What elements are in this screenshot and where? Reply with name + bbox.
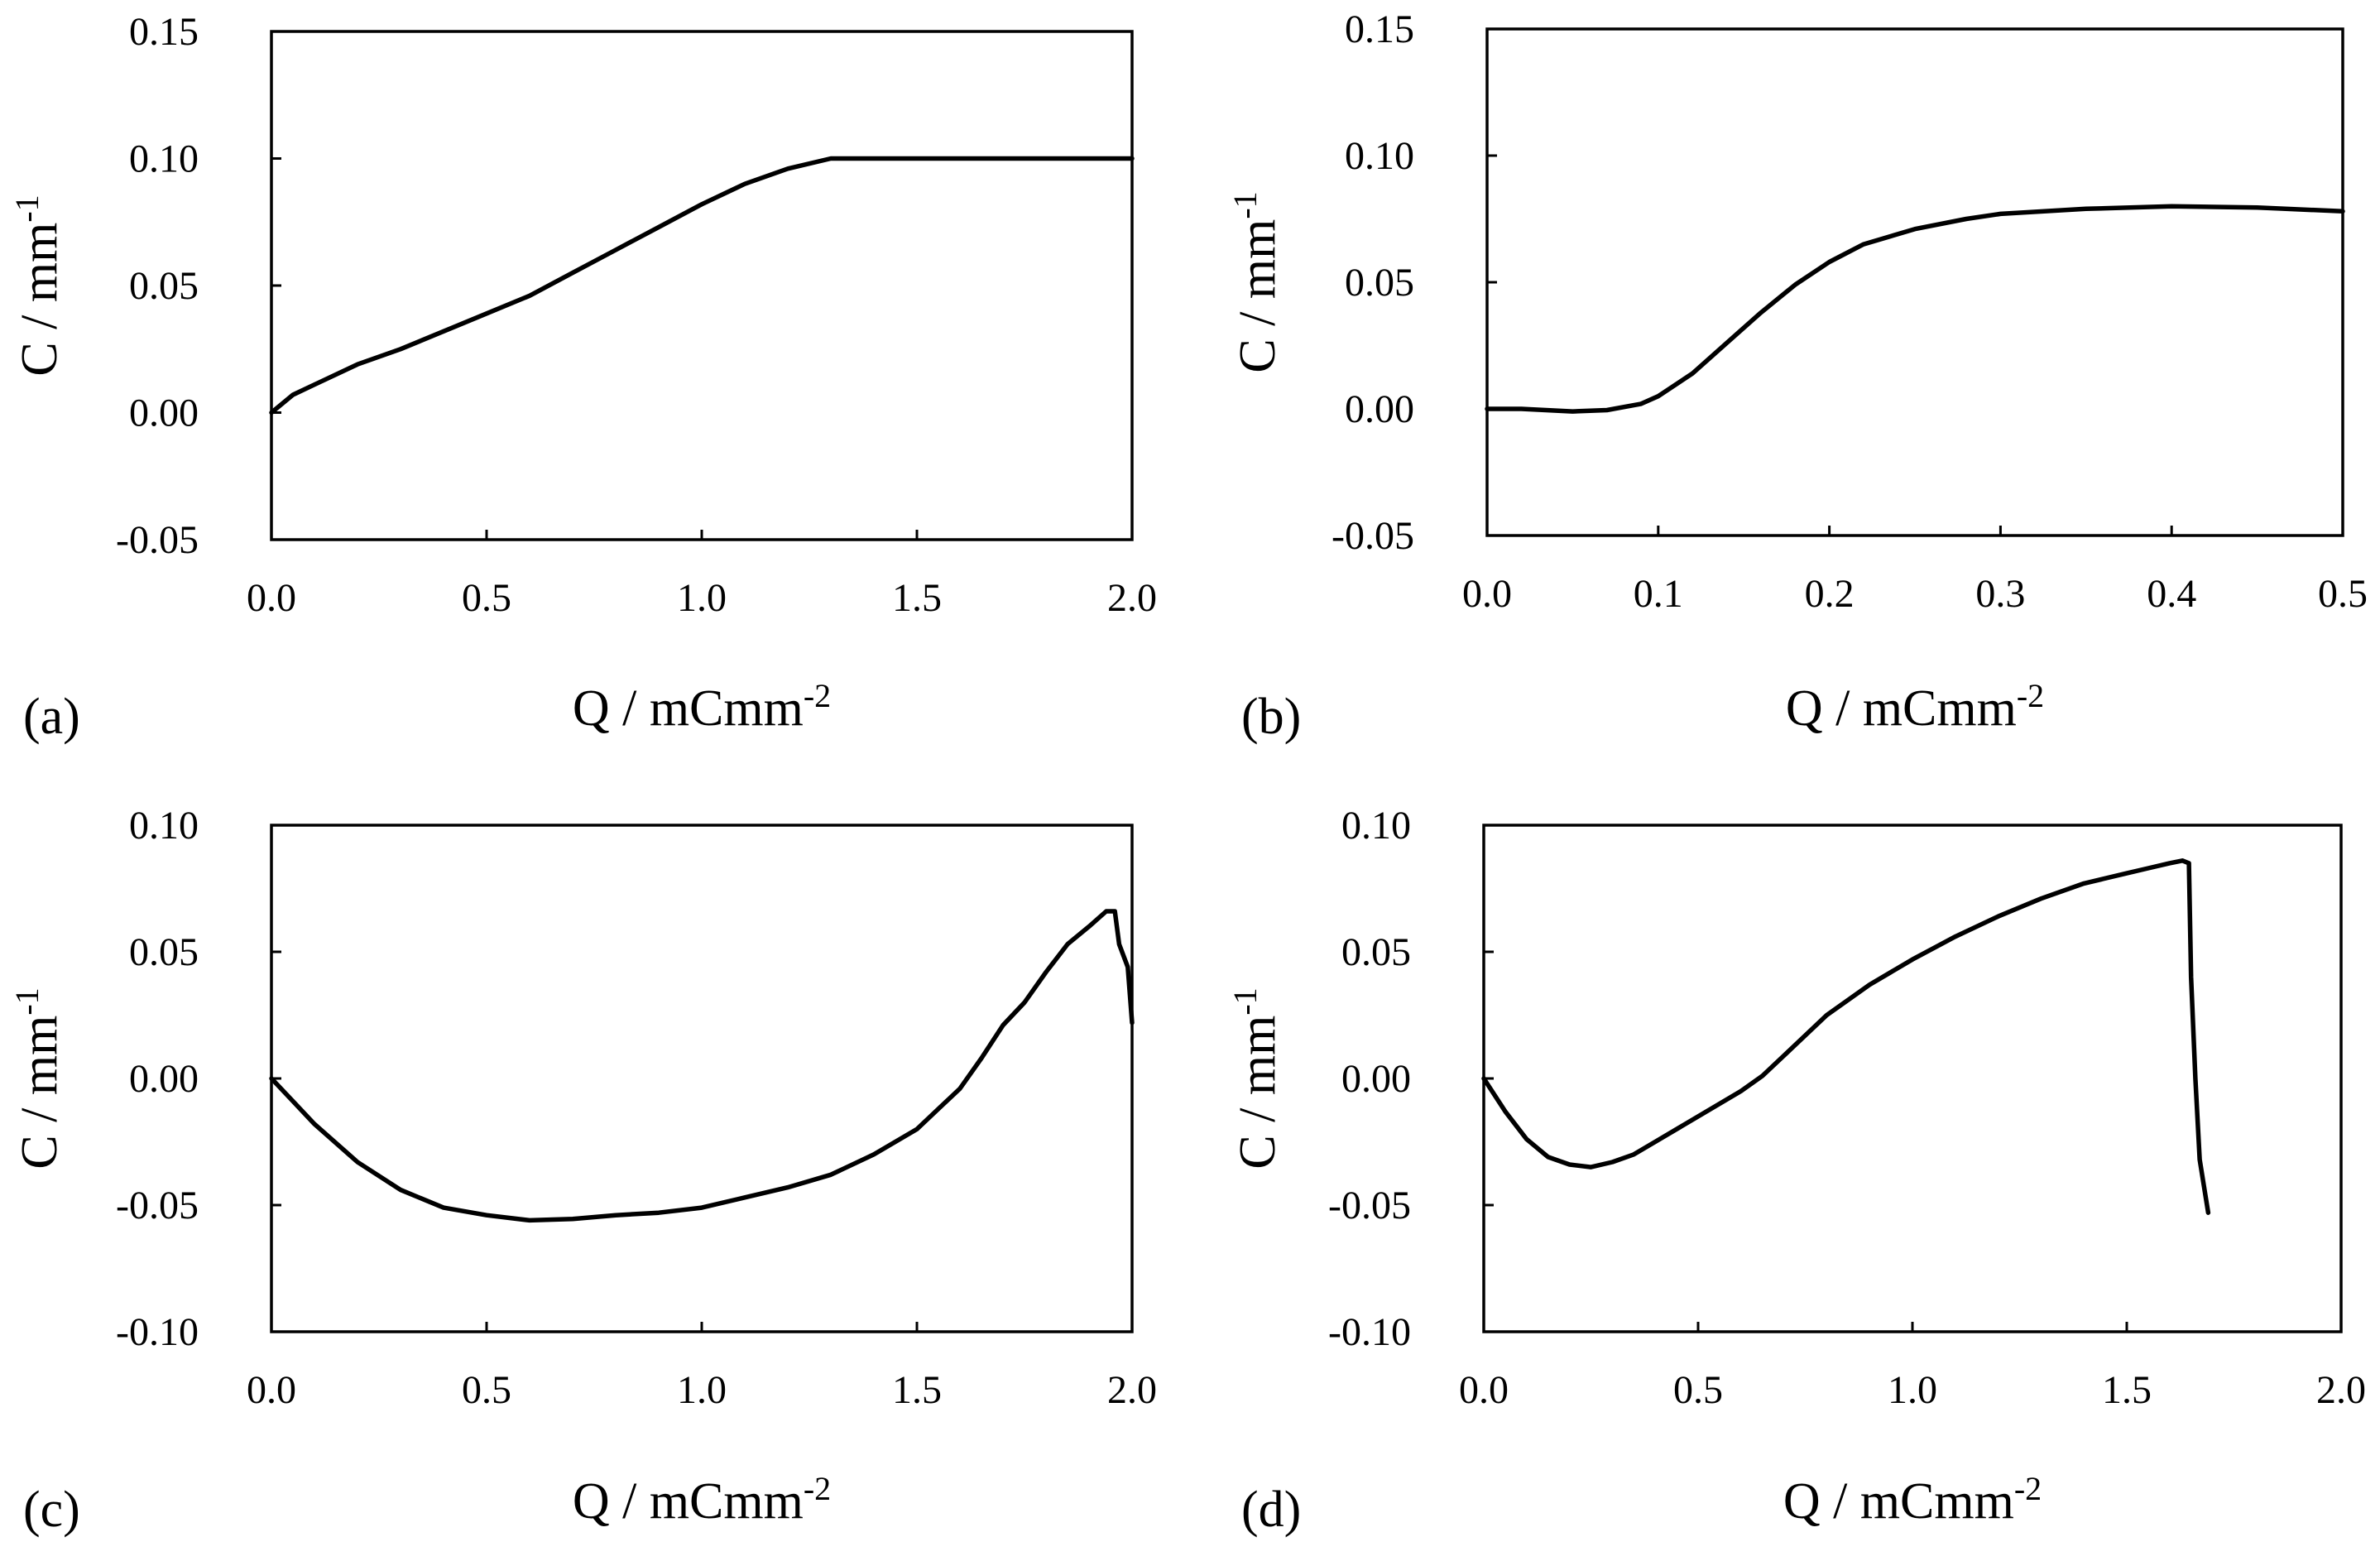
series-line xyxy=(1481,858,2211,1215)
y-tick-label: 0.05 xyxy=(129,264,199,308)
y-tick-label: -0.05 xyxy=(116,518,199,562)
x-tick-label: 0.5 xyxy=(2318,572,2368,616)
plot-frame xyxy=(270,824,1134,1333)
y-tick-label: -0.10 xyxy=(1328,1310,1411,1354)
y-tick-label: 0.00 xyxy=(129,1057,199,1101)
panel-a: 0.0 0.5 1.0 1.5 2.0 -0.05 0.00 0.05 0.10 0.15 Q /… xyxy=(8,10,1157,745)
axis-ticks: 0.0 0.1 0.2 0.3 0.4 0.5 -0.05 0.00 0.05 0.10 0.15 xyxy=(1332,7,2368,616)
x-axis-label: Q / mCmm-2 xyxy=(573,1470,831,1530)
y-tick-label: 0.00 xyxy=(1345,387,1414,431)
x-tick-label: 1.5 xyxy=(2102,1368,2152,1412)
y-tick-label: 0.05 xyxy=(129,930,199,974)
y-tick-label: 0.10 xyxy=(1345,134,1414,178)
y-tick-label: 0.00 xyxy=(129,391,199,435)
panel-d: 0.0 0.5 1.0 1.5 2.0 -0.10 -0.05 0.00 0.05 0.10 Q … xyxy=(1226,804,2366,1538)
x-tick-label: 1.5 xyxy=(892,576,942,620)
y-tick-label: 0.15 xyxy=(1345,7,1414,51)
x-tick-label: 0.1 xyxy=(1634,572,1683,616)
x-tick-label: 2.0 xyxy=(1107,1368,1157,1412)
panel-label: (c) xyxy=(23,1482,80,1538)
x-tick-label: 0.5 xyxy=(1673,1368,1723,1412)
x-tick-label: 0.5 xyxy=(462,576,511,620)
y-tick-label: -0.10 xyxy=(116,1310,199,1354)
x-axis-label: Q / mCmm-2 xyxy=(1786,677,2044,737)
x-tick-label: 2.0 xyxy=(2316,1368,2366,1412)
x-axis-label: Q / mCmm-2 xyxy=(573,677,831,737)
plot-frame xyxy=(1482,824,2343,1333)
y-tick-label: 0.10 xyxy=(129,137,199,181)
y-tick-label: 0.00 xyxy=(1341,1057,1411,1101)
panel-c: 0.0 0.5 1.0 1.5 2.0 -0.10 -0.05 0.00 0.05 0.10 Q … xyxy=(8,804,1157,1538)
x-tick-label: 0.5 xyxy=(462,1368,511,1412)
x-tick-label: 0.4 xyxy=(2147,572,2196,616)
x-tick-label: 0.0 xyxy=(247,1368,296,1412)
axis-ticks: 0.0 0.5 1.0 1.5 2.0 -0.10 -0.05 0.00 0.05 0.10 xyxy=(1328,804,2366,1412)
y-axis-label: C / mm-1 xyxy=(8,987,68,1169)
plot-frame xyxy=(270,30,1134,541)
y-tick-label: -0.05 xyxy=(116,1184,199,1227)
x-tick-label: 2.0 xyxy=(1107,576,1157,620)
x-tick-label: 0.3 xyxy=(1975,572,2025,616)
y-axis-label: C / mm-1 xyxy=(1226,191,1286,372)
x-tick-label: 0.0 xyxy=(1462,572,1512,616)
x-tick-label: 0.0 xyxy=(247,576,296,620)
y-tick-label: 0.05 xyxy=(1341,930,1411,974)
x-tick-label: 0.2 xyxy=(1805,572,1855,616)
x-tick-label: 1.0 xyxy=(1888,1368,1937,1412)
x-tick-label: 1.0 xyxy=(677,1368,727,1412)
axis-ticks: 0.0 0.5 1.0 1.5 2.0 -0.10 -0.05 0.00 0.05 0.10 xyxy=(116,804,1157,1412)
y-tick-label: 0.05 xyxy=(1345,261,1414,305)
panel-label: (a) xyxy=(23,689,80,745)
panel-label: (d) xyxy=(1241,1482,1301,1538)
y-tick-label: 0.10 xyxy=(129,804,199,848)
series-line xyxy=(269,156,1135,415)
plot-frame xyxy=(1485,27,2344,537)
series-line xyxy=(1485,204,2345,414)
x-tick-label: 0.0 xyxy=(1459,1368,1509,1412)
axis-ticks: 0.0 0.5 1.0 1.5 2.0 -0.05 0.00 0.05 0.10 0.15 xyxy=(116,10,1157,620)
x-axis-label: Q / mCmm-2 xyxy=(1783,1470,2042,1530)
panel-b: 0.0 0.1 0.2 0.3 0.4 0.5-0.050.000.050.100.15 … xyxy=(1226,7,2368,745)
y-axis-label: C / mm-1 xyxy=(8,195,68,376)
x-tick-label: 1.0 xyxy=(677,576,727,620)
x-tick-label: 1.5 xyxy=(892,1368,942,1412)
y-tick-label: 0.15 xyxy=(129,10,199,54)
y-tick-label: 0.10 xyxy=(1341,804,1411,848)
panel-label: (b) xyxy=(1241,689,1301,745)
y-tick-label: -0.05 xyxy=(1328,1184,1411,1227)
y-axis-label: C / mm-1 xyxy=(1226,987,1286,1169)
series-line xyxy=(269,909,1135,1223)
y-tick-label: -0.05 xyxy=(1332,514,1414,558)
